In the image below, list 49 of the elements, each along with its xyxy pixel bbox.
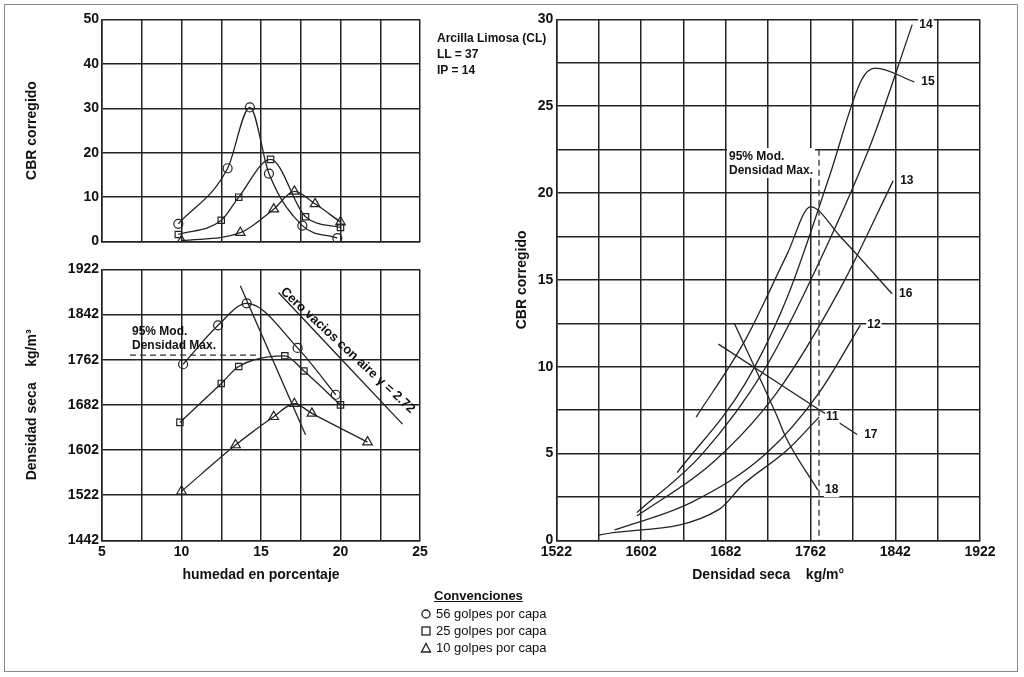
y-tick-label: 40 [83, 54, 100, 71]
series-label: 16 [899, 286, 913, 301]
legend-title: Convenciones [434, 588, 524, 603]
y-tick-label: 1602 [67, 440, 100, 457]
y-tick-label: 1522 [67, 486, 100, 503]
y-axis-title: CBR corregido [513, 230, 530, 330]
y-tick-label: 25 [537, 97, 554, 114]
y-tick-label: 10 [537, 357, 554, 374]
legend-label: 56 golpes por capa [436, 606, 547, 621]
series-label: 18 [824, 482, 839, 497]
x-tick-label: 1842 [879, 542, 912, 559]
x-axis-title: humedad en porcentaje [182, 566, 340, 583]
y-tick-label: 1922 [67, 260, 100, 277]
y-tick-label: 15 [537, 270, 554, 287]
y-tick-label: 50 [83, 10, 100, 27]
y-tick-label: 0 [91, 232, 100, 249]
x-tick-label: 1922 [964, 542, 996, 559]
x-axis-title: Densidad seca kg/m° [692, 566, 845, 583]
x-tick-label: 1762 [794, 542, 827, 559]
series-label: 15 [921, 74, 936, 89]
y-tick-label: 1842 [67, 305, 100, 322]
y-tick-label: 1682 [67, 395, 100, 412]
x-tick-label: 1682 [710, 542, 742, 559]
series-label: 14 [919, 16, 933, 31]
series-label: 17 [864, 426, 878, 441]
series-label: 11 [826, 409, 840, 424]
y-tick-label: 1442 [67, 531, 100, 548]
text: Arcilla Limosa (CL) [437, 30, 547, 46]
text: LL = 37 [437, 46, 480, 62]
y-axis-title: Densidad seca kg/m³ [23, 329, 40, 481]
y-tick-label: 20 [83, 143, 100, 160]
y-tick-label: 10 [83, 188, 100, 205]
y-tick-label: 30 [83, 99, 100, 116]
y-tick-label: 1762 [67, 350, 100, 367]
x-tick-label: 10 [173, 542, 190, 559]
series-label: 12 [867, 317, 881, 332]
x-tick-label: 25 [412, 542, 428, 559]
x-tick-label: 20 [332, 542, 349, 559]
legend-label: 25 golpes por capa [436, 623, 547, 638]
legend-label: 10 golpes por capa [436, 640, 547, 655]
series-label: 13 [900, 173, 914, 188]
y-tick-label: 5 [545, 444, 554, 461]
ref-line-label: 95% Mod. Densidad Max. [729, 149, 814, 178]
text: IP = 14 [437, 62, 477, 78]
y-axis-title: CBR corregido [23, 81, 40, 180]
x-tick-label: 1602 [625, 542, 657, 559]
x-tick-label: 15 [253, 542, 269, 559]
y-tick-label: 20 [537, 183, 554, 200]
y-tick-label: 30 [537, 10, 554, 27]
